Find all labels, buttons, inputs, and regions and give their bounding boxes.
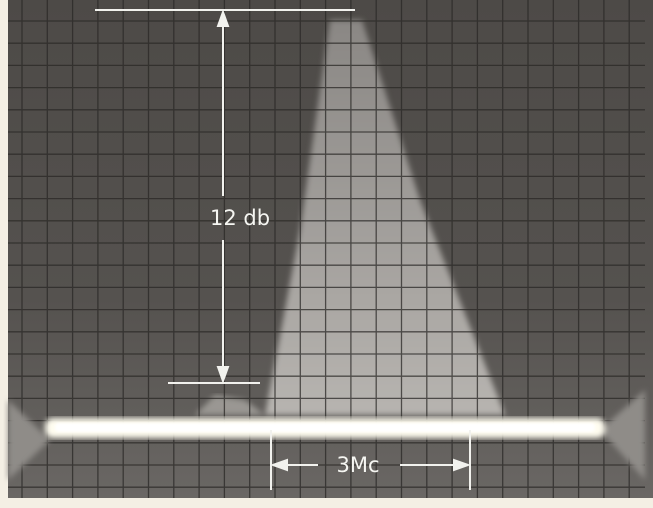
baseline-trace-core — [55, 423, 595, 432]
mc-label: 3Mc — [336, 453, 379, 477]
db-label: 12 db — [210, 206, 270, 230]
page: {"annotations": {"vertical": "12 db", "h… — [0, 0, 653, 508]
oscilloscope-photo: 12 db 3Mc — [0, 0, 653, 508]
